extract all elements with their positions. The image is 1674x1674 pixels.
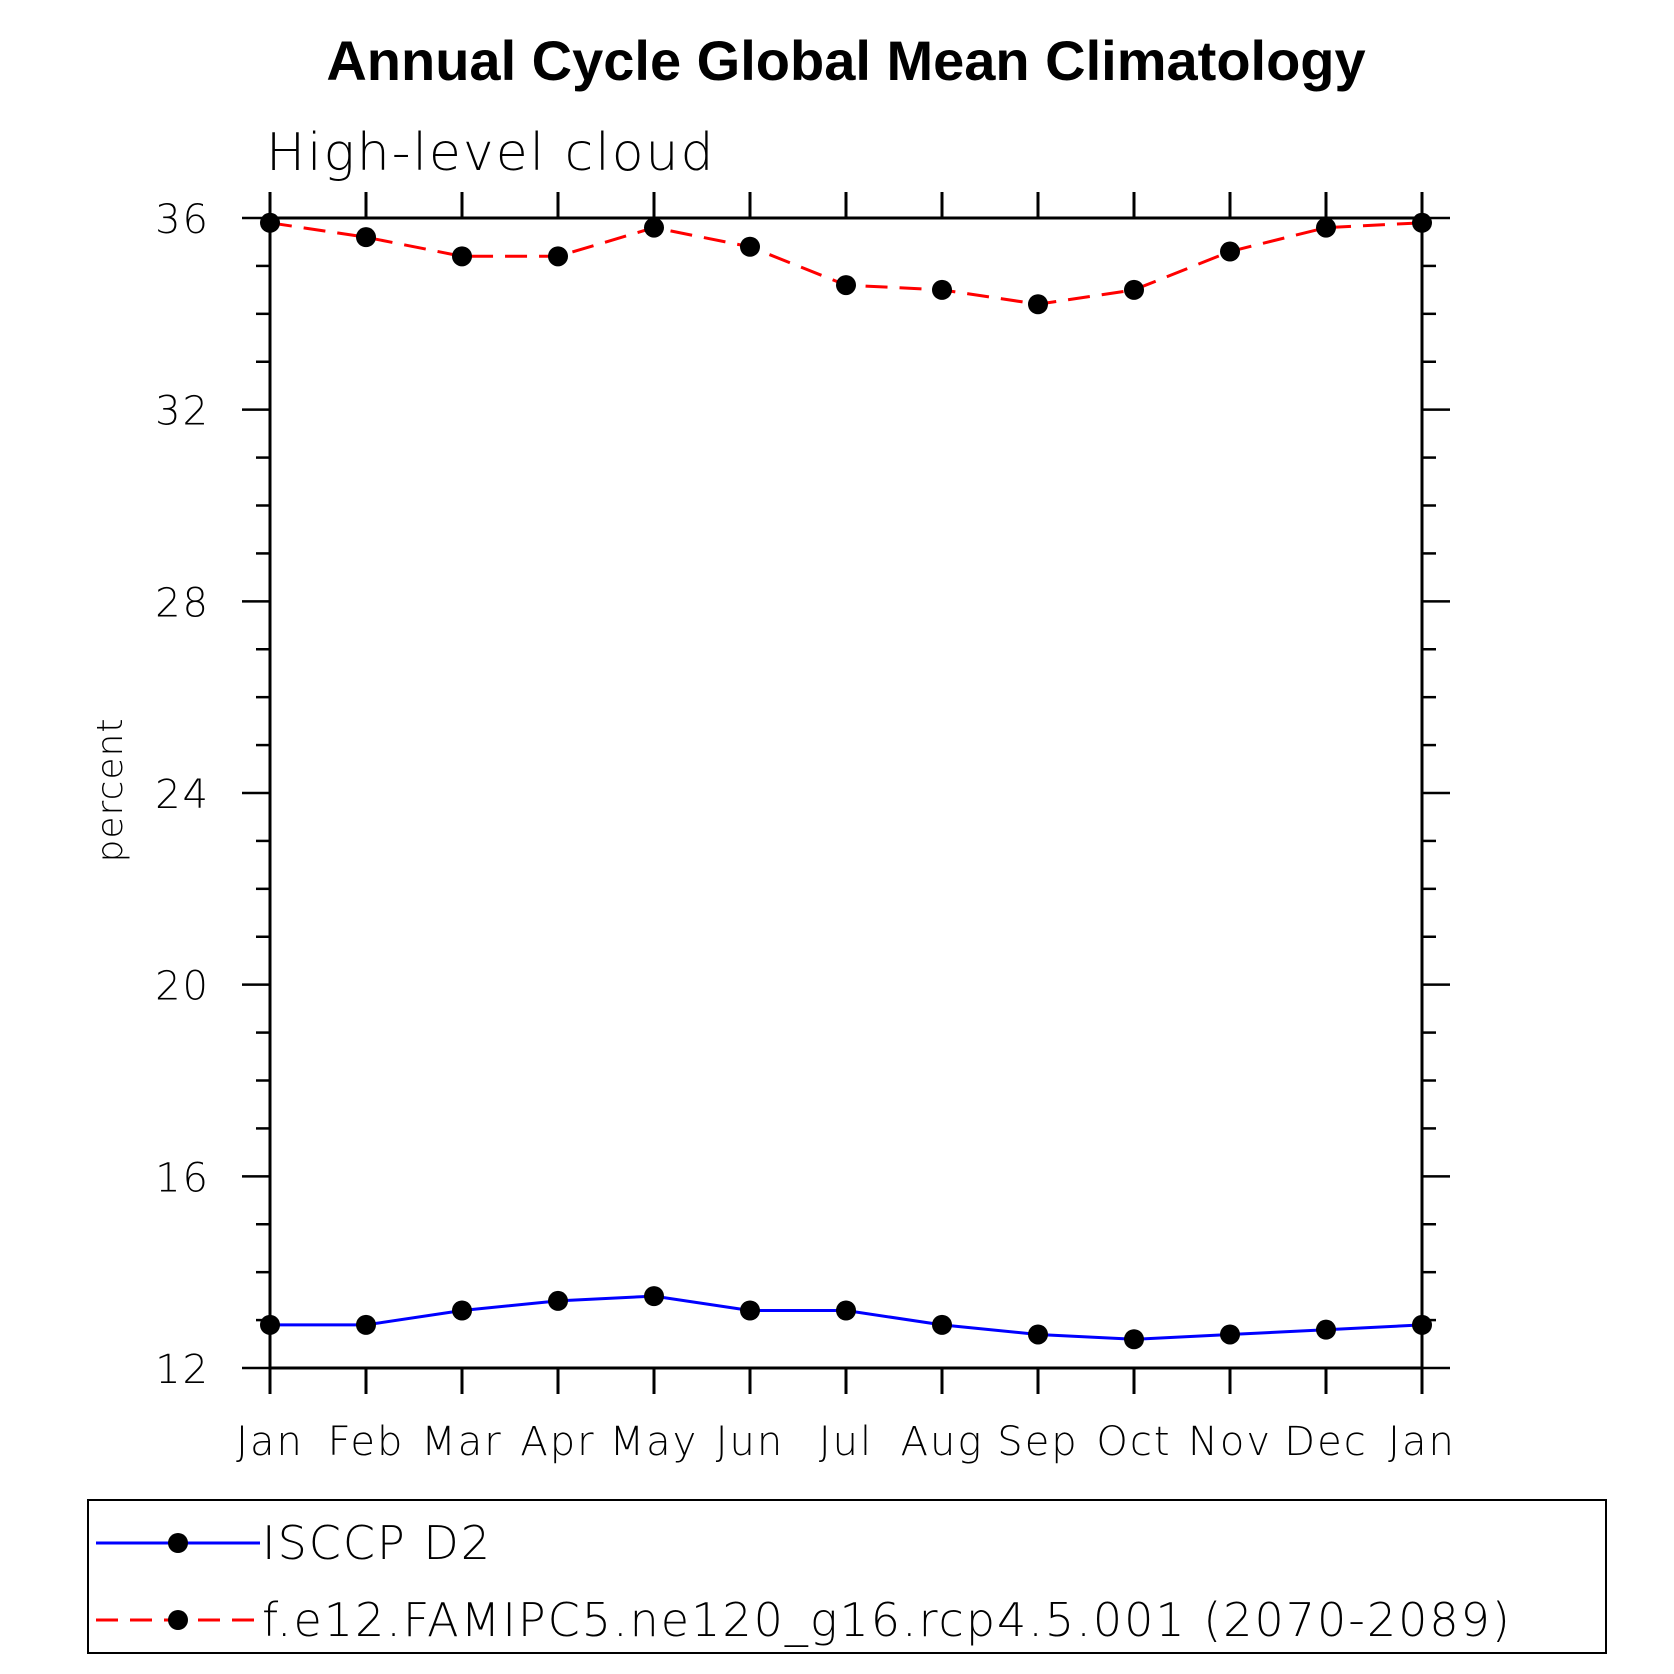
series-0-point-3	[548, 1290, 568, 1311]
x-axis: Jan Feb Mar Apr May Jun Jul Aug Sep Oct Nov Dec Jan	[236, 192, 1456, 1465]
legend-marker-1	[168, 1610, 188, 1630]
series-0-point-5	[740, 1300, 760, 1321]
y-axis: 12 16 20 24 28 32 36	[155, 197, 1450, 1393]
plot-frame	[268, 216, 1424, 1370]
y-axis-label: percent	[90, 718, 131, 863]
y-tick-label-0: 12	[155, 1347, 210, 1393]
series-0-point-7	[932, 1314, 952, 1335]
x-tick-label-5: Jun	[716, 1419, 785, 1465]
y-tick-label-2: 20	[155, 964, 210, 1010]
legend-marker-0	[168, 1533, 188, 1553]
series-1-point-0	[260, 212, 280, 233]
legend-label-0: ISCCP D2	[262, 1516, 492, 1570]
series-1-point-9	[1124, 279, 1144, 300]
series-0-point-6	[836, 1300, 856, 1321]
x-tick-label-9: Oct	[1096, 1419, 1171, 1465]
x-tick-label-12: Jan	[1388, 1419, 1456, 1465]
y-tick-label-4: 28	[155, 580, 210, 626]
series-1-point-1	[356, 227, 376, 248]
x-tick-label-8: Sep	[997, 1419, 1078, 1465]
series-0-point-11	[1316, 1319, 1336, 1340]
x-tick-label-2: Mar	[421, 1419, 502, 1465]
x-tick-label-1: Feb	[328, 1419, 405, 1465]
x-tick-label-10: Nov	[1188, 1419, 1272, 1465]
x-tick-label-4: May	[610, 1419, 699, 1465]
series-0-point-1	[356, 1314, 376, 1335]
legend-box	[87, 1499, 1607, 1654]
series-0-point-2	[452, 1300, 472, 1321]
y-tick-label-3: 24	[155, 772, 210, 818]
legend-label-1: f.e12.FAMIPC5.ne120_g16.rcp4.5.001 (2070…	[262, 1593, 1512, 1647]
series-0-point-9	[1124, 1329, 1144, 1350]
y-tick-label-5: 32	[155, 389, 210, 435]
series-1-point-6	[836, 275, 856, 296]
series-1-point-10	[1220, 241, 1240, 262]
series-1-point-12	[1412, 212, 1432, 233]
y-tick-label-1: 16	[155, 1155, 210, 1201]
series-0-point-10	[1220, 1324, 1240, 1345]
x-tick-label-7: Aug	[901, 1419, 984, 1465]
series-1-point-7	[932, 279, 952, 300]
x-tick-label-0: Jan	[236, 1419, 304, 1465]
legend: ISCCP D2 f.e12.FAMIPC5.ne120_g16.rcp4.5.0…	[87, 1499, 1607, 1654]
chart-subtitle: High-level cloud	[266, 123, 715, 183]
series-1-point-11	[1316, 217, 1336, 238]
series-1-point-4	[644, 217, 664, 238]
x-tick-label-6: Jul	[819, 1419, 873, 1465]
series-1-point-5	[740, 236, 760, 257]
series-0-point-0	[260, 1314, 280, 1335]
chart-title: Annual Cycle Global Mean Climatology	[326, 29, 1365, 92]
series-0-point-8	[1028, 1324, 1048, 1345]
series-1-point-2	[452, 246, 472, 267]
series-1-point-3	[548, 246, 568, 267]
x-tick-label-11: Dec	[1284, 1419, 1367, 1465]
series-0-point-12	[1412, 1314, 1432, 1335]
series-1-point-8	[1028, 294, 1048, 315]
y-tick-label-6: 36	[155, 197, 210, 243]
series-layer	[260, 212, 1432, 1350]
series-0-point-4	[644, 1286, 664, 1307]
x-tick-label-3: Apr	[520, 1419, 595, 1465]
